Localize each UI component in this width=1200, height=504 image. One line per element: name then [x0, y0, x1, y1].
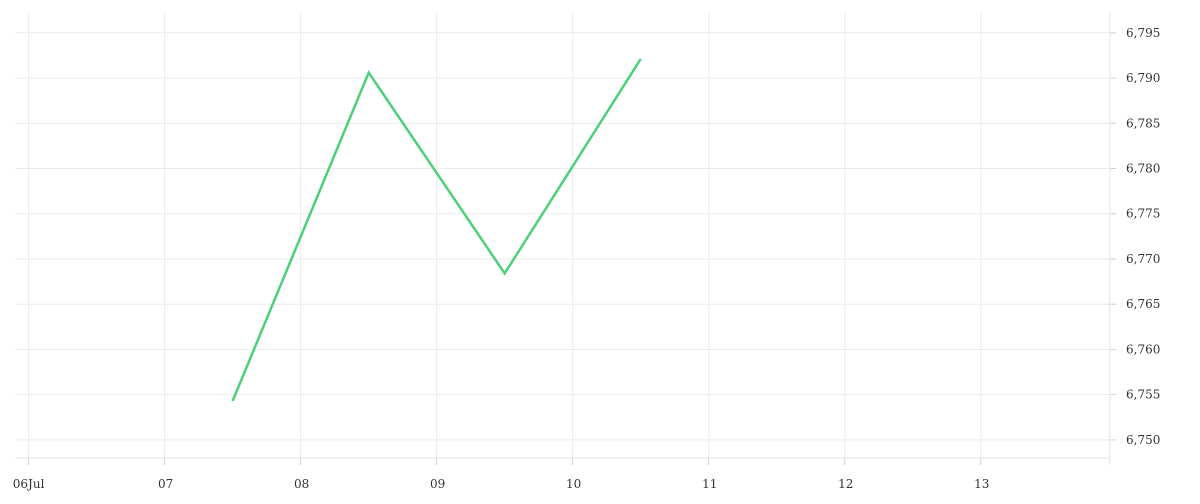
axes	[15, 12, 1116, 465]
x-tick-label: 13	[974, 477, 989, 491]
y-tick-label: 6,790	[1126, 71, 1160, 85]
y-tick-label: 6,785	[1126, 116, 1160, 130]
x-tick-label: 08	[294, 477, 309, 491]
x-tick-label: 11	[702, 477, 717, 491]
x-tick-label: 12	[838, 477, 853, 491]
tick-labels: 06Jul 07 08 09 10 11 12 13 6,750 6,755 6,760 6,765 6…	[13, 26, 1161, 491]
x-tick-label: 07	[158, 477, 173, 491]
y-tick-label: 6,765	[1126, 297, 1160, 311]
grid	[15, 12, 1110, 458]
y-tick-label: 6,760	[1126, 342, 1160, 356]
x-tick-label: 09	[430, 477, 445, 491]
y-tick-label: 6,780	[1126, 162, 1160, 176]
x-tick-label: 10	[566, 477, 581, 491]
x-tick-label: 06Jul	[13, 477, 45, 491]
y-tick-label: 6,755	[1126, 388, 1160, 402]
y-tick-label: 6,750	[1126, 433, 1160, 447]
y-tick-label: 6,795	[1126, 26, 1160, 40]
y-tick-label: 6,775	[1126, 207, 1160, 221]
y-tick-label: 6,770	[1126, 252, 1160, 266]
